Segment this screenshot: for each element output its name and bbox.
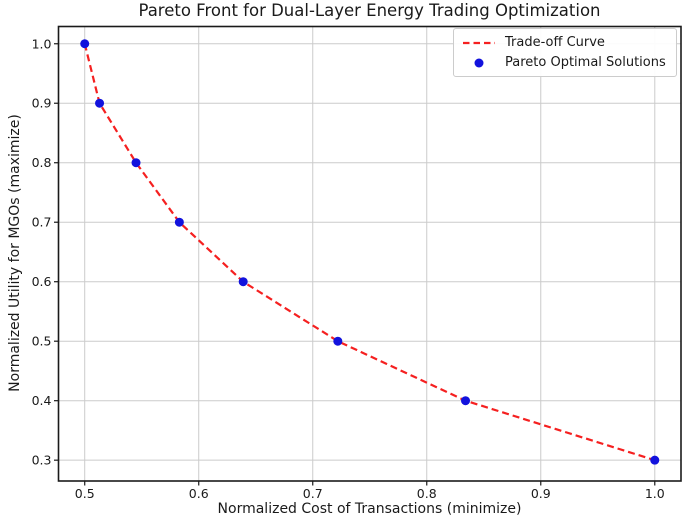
x-tick-label: 0.5 bbox=[75, 486, 95, 501]
pareto-point-marker bbox=[333, 336, 343, 346]
x-tick-label: 0.8 bbox=[417, 486, 437, 501]
legend: Trade-off Curve Pareto Optimal Solutions bbox=[453, 28, 677, 77]
y-tick-label: 0.8 bbox=[32, 155, 52, 170]
pareto-point-marker bbox=[238, 277, 248, 287]
pareto-point-marker bbox=[95, 98, 105, 108]
x-tick-label: 0.7 bbox=[303, 486, 323, 501]
legend-label-pareto-solutions: Pareto Optimal Solutions bbox=[505, 55, 666, 70]
y-tick-label: 0.9 bbox=[32, 96, 52, 111]
axes-spines bbox=[57, 25, 682, 482]
x-axis-label: Normalized Cost of Transactions (minimiz… bbox=[217, 501, 522, 517]
y-tick-label: 0.4 bbox=[32, 393, 52, 408]
tradeoff-curve-line bbox=[83, 43, 656, 462]
dashed-line-icon bbox=[463, 41, 495, 45]
pareto-point-marker bbox=[461, 396, 471, 406]
x-tick-label: 0.9 bbox=[531, 486, 551, 501]
dot-marker-icon bbox=[474, 58, 484, 68]
y-tick-label: 0.3 bbox=[32, 453, 52, 468]
legend-label-tradeoff-curve: Trade-off Curve bbox=[505, 35, 605, 50]
y-tick-label: 0.5 bbox=[32, 334, 52, 349]
legend-item-tradeoff-curve: Trade-off Curve bbox=[461, 33, 668, 53]
y-tick-label: 0.6 bbox=[32, 274, 52, 289]
y-tick-label: 0.7 bbox=[32, 215, 52, 230]
x-tick-label: 0.6 bbox=[189, 486, 209, 501]
pareto-point-marker bbox=[131, 158, 141, 168]
legend-item-pareto-solutions: Pareto Optimal Solutions bbox=[461, 53, 668, 73]
y-axis-label: Normalized Utility for MGOs (maximize) bbox=[7, 114, 23, 392]
chart-title: Pareto Front for Dual-Layer Energy Tradi… bbox=[138, 1, 601, 20]
pareto-point-marker bbox=[650, 455, 660, 465]
x-tick-label: 1.0 bbox=[645, 486, 665, 501]
y-tick-label: 1.0 bbox=[32, 36, 52, 51]
pareto-point-marker bbox=[80, 39, 90, 49]
pareto-point-marker bbox=[174, 217, 184, 227]
